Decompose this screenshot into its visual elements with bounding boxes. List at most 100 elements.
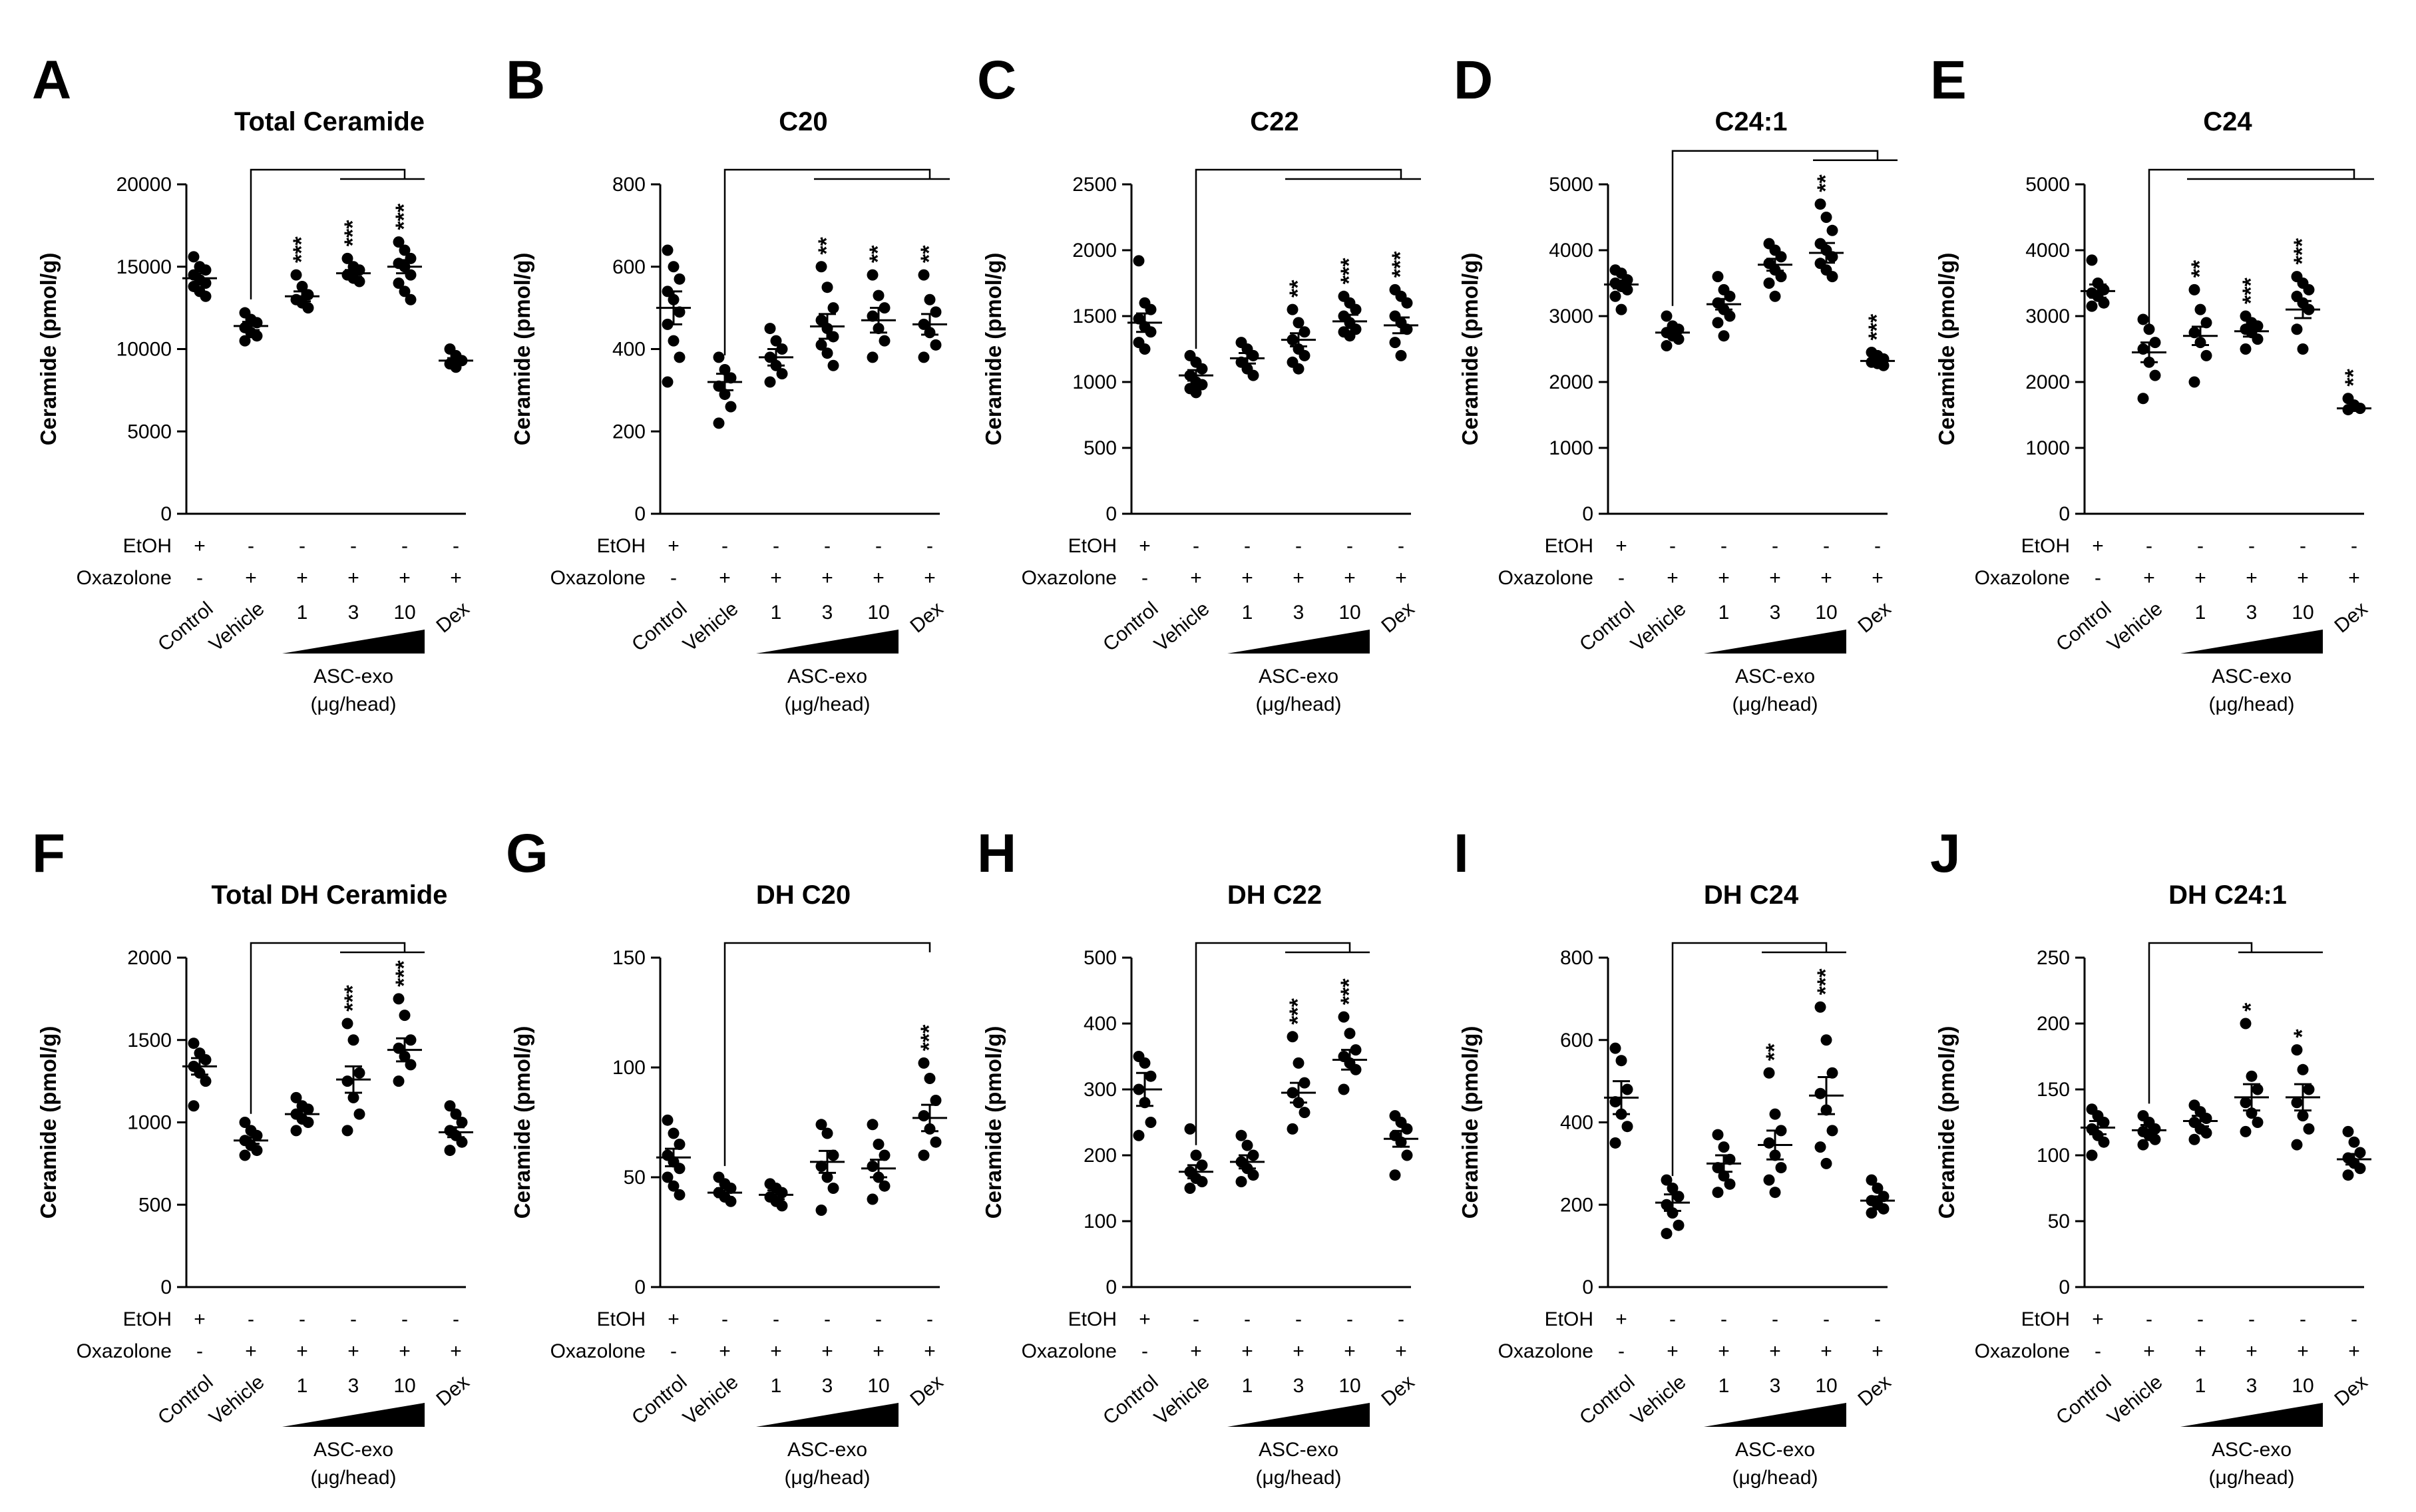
ethanol-row-label: EtOH [1545,535,1593,557]
data-point [662,376,674,388]
data-point [1338,1011,1350,1023]
data-point [2342,1169,2354,1181]
panel-letter: D [1454,50,1493,110]
oxazolone-flag: - [2095,1340,2101,1362]
x-category-label: 1 [2195,1375,2206,1397]
data-point [1184,1183,1196,1194]
y-axis-label: Ceramide (pmol/g) [1458,253,1482,446]
data-point [341,1125,353,1137]
ethanol-row-label: EtOH [1068,535,1117,557]
ethanol-flag: + [1139,1308,1151,1330]
significance-marker: ** [814,237,839,255]
y-tick-label: 100 [1084,1211,1117,1232]
data-point [1133,1129,1145,1141]
data-point [2086,300,2098,312]
x-category-label: Control [154,1371,217,1429]
data-point [1293,317,1305,329]
ethanol-flag: - [401,1308,408,1330]
oxazolone-row-label: Oxazolone [1975,567,2070,589]
oxazolone-flag: + [873,1340,885,1362]
y-tick-label: 0 [1582,503,1593,525]
data-point [674,1163,686,1175]
ethanol-flag: + [1615,535,1627,557]
data-point [2200,317,2212,329]
ethanol-flag: - [248,1308,254,1330]
y-axis-label: Ceramide (pmol/g) [510,1026,534,1219]
data-point [405,293,417,305]
data-point [393,278,405,289]
oxazolone-row-label: Oxazolone [77,1340,172,1362]
data-point [873,289,885,301]
y-tick-label: 200 [2037,1013,2070,1035]
x-category-label: 3 [1293,1375,1305,1397]
chart-title: C24 [2203,107,2252,136]
data-point [1389,1169,1401,1181]
oxazolone-row-label: Oxazolone [550,567,646,589]
significance-marker: *** [289,236,314,263]
y-axis-label: Ceramide (pmol/g) [36,1026,61,1219]
data-point [924,293,936,305]
x-category-label: Dex [906,598,947,638]
significance-marker: * [2238,1002,2264,1012]
x-category-label: 1 [771,1375,782,1397]
ethanol-flag: - [1874,1308,1881,1330]
ethanol-flag: - [1244,1308,1251,1330]
dose-gradient-wedge [2180,630,2323,654]
data-point [1718,330,1730,342]
ethanol-flag: - [2197,1308,2204,1330]
oxazolone-flag: + [1820,1340,1832,1362]
y-tick-label: 50 [624,1167,646,1189]
dose-label: ASC-exo [313,665,393,687]
data-point [1609,1137,1621,1149]
data-point [1769,1108,1781,1120]
chart-title: C22 [1250,107,1299,136]
data-point [1235,1176,1247,1188]
data-point [725,401,737,413]
data-point [930,1095,942,1106]
data-point [1724,290,1736,302]
data-point [302,302,314,314]
comparison-bracket [2148,168,2355,326]
ethanol-flag: + [1615,1308,1627,1330]
y-tick-label: 5000 [2025,174,2070,196]
data-point [2246,1070,2258,1082]
significance-marker: *** [1336,978,1362,1005]
oxazolone-flag: - [670,1340,677,1362]
data-point [188,1038,200,1049]
data-point [1615,303,1627,315]
panel-d: D C24:1 Ceramide (pmol/g) 0 1000 2000 3000 4000… [1454,50,1898,715]
panel-letter: H [977,823,1016,884]
data-point [188,1100,200,1112]
comparison-bracket [2148,942,2253,1104]
data-point [353,276,365,287]
data-point [2291,1097,2303,1109]
ethanol-flag: - [2351,1308,2357,1330]
comparison-bracket [250,168,406,299]
y-tick-label: 50 [2048,1211,2070,1232]
data-point [1190,387,1202,399]
significance-marker: ** [2341,369,2366,387]
data-point [2200,1113,2212,1125]
data-point [251,330,263,342]
panel-j: J DH C24:1 Ceramide (pmol/g) 0 50 100 150 200 25… [1930,823,2371,1489]
data-point [821,282,833,293]
ethanol-flag: + [194,1308,206,1330]
x-category-label: Vehicle [2103,598,2166,656]
x-category-label: Control [154,598,217,656]
ethanol-flag: - [2248,1308,2255,1330]
oxazolone-flag: + [1769,567,1781,589]
ethanol-row-label: EtOH [1545,1308,1593,1330]
x-category-label: Vehicle [1627,1371,1690,1429]
oxazolone-flag: - [670,567,677,589]
data-point [867,351,879,363]
data-point [290,1125,302,1137]
y-tick-label: 2000 [127,947,172,969]
ethanol-flag: + [668,535,680,557]
ethanol-flag: - [1193,1308,1199,1330]
data-point [1775,271,1787,283]
y-tick-label: 0 [634,1276,646,1298]
significance-marker: *** [916,1024,942,1051]
dose-unit: (μg/head) [1732,693,1818,715]
data-point [2303,1083,2315,1095]
x-category-label: 10 [867,1375,889,1397]
